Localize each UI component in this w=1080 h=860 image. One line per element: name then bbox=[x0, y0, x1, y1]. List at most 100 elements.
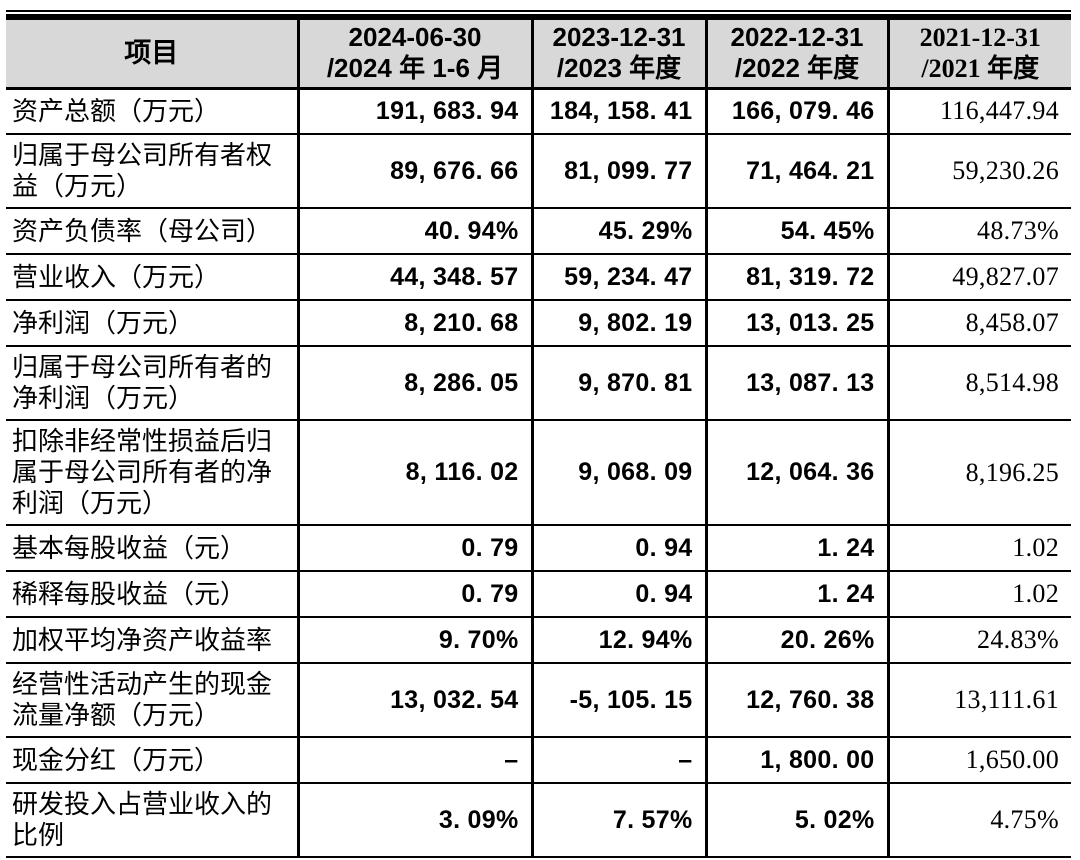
header-2021-line2: /2021 年度 bbox=[921, 54, 1040, 84]
table-row: 净利润（万元） 8, 210. 68 9, 802. 19 13, 013. 25 8,… bbox=[6, 300, 1071, 347]
value-cell: 71, 464. 21 bbox=[704, 134, 888, 209]
value-cell: 9, 068. 09 bbox=[530, 420, 706, 526]
value-cell: 0. 79 bbox=[296, 525, 532, 572]
value-cell: 0. 79 bbox=[296, 571, 532, 618]
table-row: 基本每股收益（元） 0. 79 0. 94 1. 24 1.02 bbox=[6, 525, 1071, 572]
value-cell: 166, 079. 46 bbox=[704, 88, 888, 135]
row-label-cell: 现金分红（万元） bbox=[6, 737, 298, 784]
value-cell: 8,196.25 bbox=[886, 420, 1071, 526]
value-cell: – bbox=[530, 737, 706, 784]
value-cell: 59,230.26 bbox=[886, 134, 1071, 209]
row-label-cell: 基本每股收益（元） bbox=[6, 525, 298, 572]
value-cell: 40. 94% bbox=[296, 208, 532, 255]
header-2024-line1: 2024-06-30 bbox=[348, 22, 482, 53]
value-cell: -5, 105. 15 bbox=[530, 663, 706, 738]
header-cell-2023: 2023-12-31 /2023 年度 bbox=[530, 20, 706, 90]
table-row: 营业收入（万元） 44, 348. 57 59, 234. 47 81, 319. 7… bbox=[6, 254, 1071, 301]
value-cell: 8, 116. 02 bbox=[296, 420, 532, 526]
value-cell: 12. 94% bbox=[530, 617, 706, 664]
financial-table-container: 项目 2024-06-30 /2024 年 1-6 月 2023-12-31 /… bbox=[6, 10, 1071, 860]
header-cell-2021: 2021-12-31 /2021 年度 bbox=[886, 20, 1071, 90]
value-cell: 8,514.98 bbox=[886, 346, 1071, 421]
value-cell: 9, 870. 81 bbox=[530, 346, 706, 421]
value-cell: 81, 099. 77 bbox=[530, 134, 706, 209]
header-2022-line1: 2022-12-31 bbox=[730, 22, 864, 53]
table-row: 研发投入占营业收入的比例 3. 09% 7. 57% 5. 02% 4.75% bbox=[6, 783, 1071, 858]
value-cell: 8,458.07 bbox=[886, 300, 1071, 347]
table-header: 项目 2024-06-30 /2024 年 1-6 月 2023-12-31 /… bbox=[6, 20, 1071, 90]
value-cell: 116,447.94 bbox=[886, 88, 1071, 135]
value-cell: 7. 57% bbox=[530, 783, 706, 858]
value-cell: 9. 70% bbox=[296, 617, 532, 664]
row-label-cell: 加权平均净资产收益率 bbox=[6, 617, 298, 664]
value-cell: 1.02 bbox=[886, 525, 1071, 572]
value-cell: 12, 064. 36 bbox=[704, 420, 888, 526]
financial-summary-table: 项目 2024-06-30 /2024 年 1-6 月 2023-12-31 /… bbox=[6, 20, 1071, 858]
row-label-cell: 经营性活动产生的现金流量净额（万元） bbox=[6, 663, 298, 738]
row-label-cell: 研发投入占营业收入的比例 bbox=[6, 783, 298, 858]
header-cell-2022: 2022-12-31 /2022 年度 bbox=[704, 20, 888, 90]
value-cell: 0. 94 bbox=[530, 525, 706, 572]
value-cell: 1,650.00 bbox=[886, 737, 1071, 784]
value-cell: 13,111.61 bbox=[886, 663, 1071, 738]
value-cell: 1, 800. 00 bbox=[704, 737, 888, 784]
value-cell: 12, 760. 38 bbox=[704, 663, 888, 738]
table-row: 归属于母公司所有者权益（万元） 89, 676. 66 81, 099. 77 71,… bbox=[6, 134, 1071, 209]
value-cell: 48.73% bbox=[886, 208, 1071, 255]
header-2023-line1: 2023-12-31 bbox=[552, 22, 686, 53]
row-label-cell: 资产总额（万元） bbox=[6, 88, 298, 135]
table-row: 加权平均净资产收益率 9. 70% 12. 94% 20. 26% 24.83% bbox=[6, 617, 1071, 664]
value-cell: 3. 09% bbox=[296, 783, 532, 858]
value-cell: 44, 348. 57 bbox=[296, 254, 532, 301]
header-2021-line1: 2021-12-31 bbox=[919, 23, 1041, 53]
value-cell: 5. 02% bbox=[704, 783, 888, 858]
header-2022-line2: /2022 年度 bbox=[734, 53, 860, 84]
table-row: 资产负债率（母公司） 40. 94% 45. 29% 54. 45% 48.73% bbox=[6, 208, 1071, 255]
value-cell: 54. 45% bbox=[704, 208, 888, 255]
value-cell: 24.83% bbox=[886, 617, 1071, 664]
table-row: 稀释每股收益（元） 0. 79 0. 94 1. 24 1.02 bbox=[6, 571, 1071, 618]
value-cell: 191, 683. 94 bbox=[296, 88, 532, 135]
header-row: 项目 2024-06-30 /2024 年 1-6 月 2023-12-31 /… bbox=[6, 20, 1071, 90]
value-cell: – bbox=[296, 737, 532, 784]
value-cell: 49,827.07 bbox=[886, 254, 1071, 301]
value-cell: 1. 24 bbox=[704, 525, 888, 572]
value-cell: 9, 802. 19 bbox=[530, 300, 706, 347]
value-cell: 1. 24 bbox=[704, 571, 888, 618]
value-cell: 45. 29% bbox=[530, 208, 706, 255]
value-cell: 13, 013. 25 bbox=[704, 300, 888, 347]
value-cell: 1.02 bbox=[886, 571, 1071, 618]
row-label-cell: 稀释每股收益（元） bbox=[6, 571, 298, 618]
header-item-label: 项目 bbox=[124, 37, 179, 68]
header-cell-item: 项目 bbox=[6, 20, 298, 90]
row-label-cell: 资产负债率（母公司） bbox=[6, 208, 298, 255]
header-2023-line2: /2023 年度 bbox=[556, 53, 682, 84]
value-cell: 8, 210. 68 bbox=[296, 300, 532, 347]
row-label-cell: 扣除非经常性损益后归属于母公司所有者的净利润（万元） bbox=[6, 420, 298, 526]
top-rule-thin bbox=[6, 10, 1071, 12]
row-label-cell: 净利润（万元） bbox=[6, 300, 298, 347]
value-cell: 81, 319. 72 bbox=[704, 254, 888, 301]
table-row: 扣除非经常性损益后归属于母公司所有者的净利润（万元） 8, 116. 02 9, 0… bbox=[6, 420, 1071, 526]
table-row: 资产总额（万元） 191, 683. 94 184, 158. 41 166, 079… bbox=[6, 88, 1071, 135]
row-label-cell: 营业收入（万元） bbox=[6, 254, 298, 301]
value-cell: 89, 676. 66 bbox=[296, 134, 532, 209]
value-cell: 8, 286. 05 bbox=[296, 346, 532, 421]
table-row: 经营性活动产生的现金流量净额（万元） 13, 032. 54 -5, 105. 15… bbox=[6, 663, 1071, 738]
header-2024-line2: /2024 年 1-6 月 bbox=[326, 53, 504, 84]
row-label-cell: 归属于母公司所有者权益（万元） bbox=[6, 134, 298, 209]
value-cell: 13, 032. 54 bbox=[296, 663, 532, 738]
row-label-cell: 归属于母公司所有者的净利润（万元） bbox=[6, 346, 298, 421]
value-cell: 20. 26% bbox=[704, 617, 888, 664]
value-cell: 59, 234. 47 bbox=[530, 254, 706, 301]
table-row: 归属于母公司所有者的净利润（万元） 8, 286. 05 9, 870. 81 13,… bbox=[6, 346, 1071, 421]
value-cell: 184, 158. 41 bbox=[530, 88, 706, 135]
table-row: 现金分红（万元） – –1, 800. 00 1,650.00 bbox=[6, 737, 1071, 784]
value-cell: 4.75% bbox=[886, 783, 1071, 858]
table-body: 资产总额（万元） 191, 683. 94 184, 158. 41 166, 079… bbox=[6, 88, 1071, 858]
value-cell: 13, 087. 13 bbox=[704, 346, 888, 421]
top-rule-thick bbox=[6, 14, 1071, 20]
header-cell-2024: 2024-06-30 /2024 年 1-6 月 bbox=[296, 20, 532, 90]
value-cell: 0. 94 bbox=[530, 571, 706, 618]
